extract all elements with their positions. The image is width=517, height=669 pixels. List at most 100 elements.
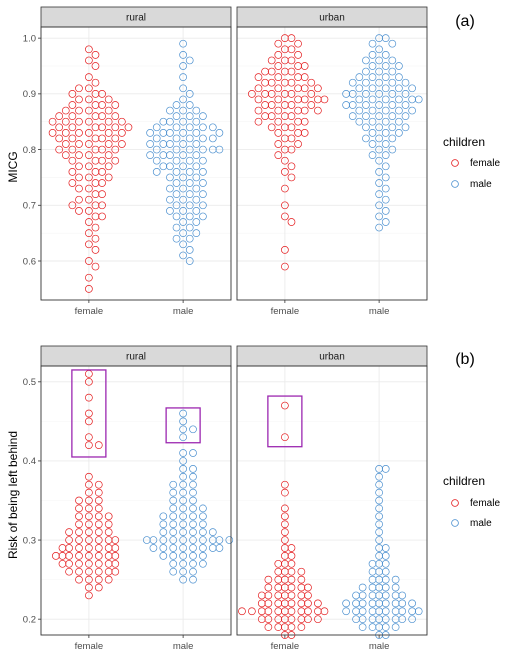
point-male-rural	[199, 512, 207, 521]
point-male-rural	[179, 207, 187, 215]
point-male-rural	[159, 520, 168, 529]
y-tick-label: 0.5	[23, 377, 36, 388]
point-female-rural	[85, 285, 93, 293]
point-female-rural	[75, 129, 83, 137]
point-female-urban	[281, 615, 289, 624]
point-female-rural	[58, 544, 67, 552]
point-female-rural	[94, 488, 103, 497]
point-male-rural	[179, 512, 187, 521]
point-male-urban	[362, 112, 370, 120]
point-female-urban	[257, 607, 266, 616]
point-female-urban	[281, 201, 289, 210]
point-female-rural	[111, 123, 120, 132]
point-male-urban	[348, 90, 357, 98]
point-male-urban	[395, 73, 403, 81]
point-female-rural	[104, 151, 113, 159]
legend-key-female-a	[451, 159, 459, 167]
point-female-urban	[281, 212, 289, 221]
point-male-rural	[179, 528, 187, 537]
point-male-urban	[381, 567, 390, 576]
point-female-rural	[91, 234, 100, 243]
point-female-rural	[85, 433, 93, 442]
point-male-urban	[368, 623, 377, 631]
point-female-rural	[91, 78, 100, 87]
point-male-urban	[414, 95, 423, 104]
point-female-rural	[68, 112, 77, 120]
point-female-urban	[281, 262, 289, 271]
legend-key-male-b	[451, 519, 459, 527]
point-female-rural	[91, 212, 100, 221]
point-male-rural	[179, 433, 187, 442]
point-male-urban	[414, 607, 423, 616]
point-female-urban	[264, 615, 273, 624]
point-female-urban	[287, 623, 296, 631]
point-female-urban	[274, 106, 283, 115]
point-male-rural	[199, 544, 207, 552]
point-female-rural	[68, 201, 77, 210]
point-female-rural	[118, 117, 126, 126]
point-male-urban	[375, 45, 383, 54]
point-male-urban	[381, 552, 390, 560]
point-female-urban	[297, 567, 306, 576]
point-female-urban	[320, 607, 329, 616]
point-female-rural	[91, 51, 100, 59]
point-female-urban	[294, 84, 302, 93]
point-female-rural	[68, 168, 77, 176]
point-male-urban	[368, 140, 377, 148]
point-male-rural	[172, 134, 181, 143]
point-female-rural	[85, 567, 93, 576]
point-male-rural	[166, 195, 174, 204]
point-female-urban	[264, 607, 273, 616]
point-male-urban	[368, 567, 377, 576]
point-male-rural	[172, 179, 181, 187]
point-male-rural	[189, 425, 197, 434]
point-male-rural	[192, 173, 201, 182]
x-tick-label-male: male	[369, 641, 390, 652]
point-male-rural	[146, 151, 154, 159]
legend-label-male-b: male	[470, 518, 492, 529]
point-female-rural	[111, 536, 120, 544]
point-male-rural	[189, 520, 197, 529]
point-female-rural	[111, 552, 120, 560]
point-male-urban	[368, 129, 377, 137]
point-female-urban	[300, 106, 309, 115]
point-female-rural	[75, 173, 83, 182]
point-male-urban	[375, 599, 383, 608]
point-female-rural	[68, 90, 77, 98]
point-female-rural	[75, 536, 83, 544]
point-female-urban	[294, 129, 302, 137]
point-female-rural	[85, 393, 93, 402]
point-male-rural	[166, 140, 174, 148]
point-male-urban	[375, 607, 383, 616]
point-female-urban	[314, 95, 322, 104]
point-female-urban	[287, 123, 296, 132]
point-male-urban	[388, 90, 397, 98]
point-female-rural	[75, 184, 83, 193]
point-female-urban	[281, 168, 289, 176]
point-female-urban	[274, 615, 283, 624]
point-female-urban	[281, 246, 289, 254]
point-male-rural	[208, 145, 217, 154]
point-female-urban	[254, 73, 263, 81]
point-male-rural	[199, 168, 207, 176]
point-female-rural	[85, 504, 93, 513]
x-tick-label-female: female	[75, 641, 104, 652]
point-female-rural	[85, 106, 93, 115]
point-female-urban	[261, 101, 269, 109]
point-male-rural	[199, 134, 207, 143]
point-male-urban	[368, 117, 377, 126]
point-male-rural	[189, 472, 197, 481]
point-female-urban	[297, 575, 306, 584]
point-male-urban	[408, 106, 416, 115]
point-female-urban	[300, 129, 309, 137]
point-female-urban	[261, 67, 269, 76]
point-female-urban	[294, 95, 302, 104]
point-male-urban	[355, 84, 364, 93]
point-male-urban	[388, 145, 397, 154]
point-female-rural	[75, 544, 83, 552]
y-tick-label: 1.0	[23, 33, 36, 44]
point-male-rural	[179, 184, 187, 193]
point-female-urban	[267, 112, 276, 120]
point-female-urban	[287, 134, 296, 143]
point-male-urban	[395, 95, 403, 104]
